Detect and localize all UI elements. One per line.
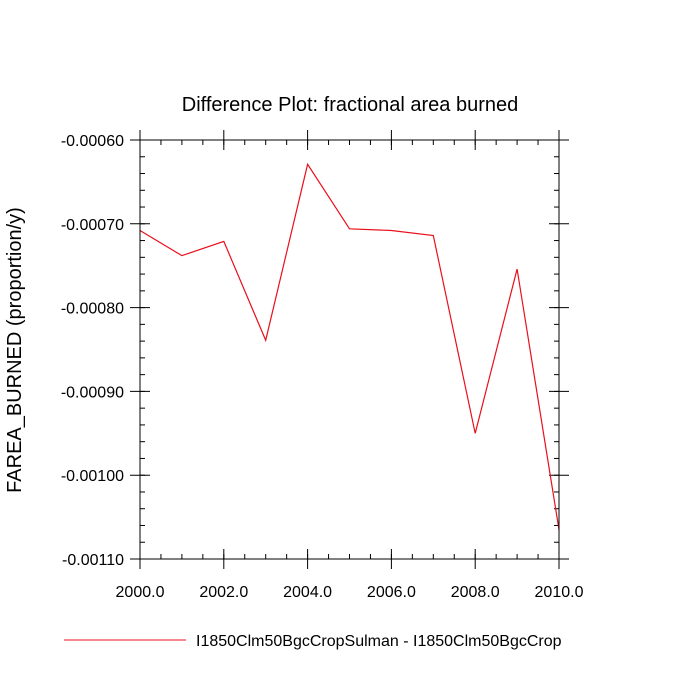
plot-frame [139,139,560,560]
x-tick-label: 2000.0 [116,584,165,601]
legend-label: I1850Clm50BgcCropSulman - I1850Clm50BgcC… [196,633,562,650]
y-tick-label: -0.00090 [61,384,124,401]
tick-labels: 2000.0 2002.0 2004.0 2006.0 2008.0 2010.0 -0.0… [61,133,584,601]
y-axis-label: FAREA_BURNED (proportion/y) [4,207,26,493]
y-tick-label: -0.00060 [61,133,124,150]
major-ticks [130,130,569,569]
y-tick-label: -0.00080 [61,301,124,318]
chart-title: Difference Plot: fractional area burned [182,94,519,116]
series-layer [139,162,560,530]
x-tick-label: 2002.0 [199,584,248,601]
x-tick-label: 2006.0 [367,584,416,601]
y-tick-label: -0.00070 [61,217,124,234]
series-line [139,162,560,530]
legend: I1850Clm50BgcCropSulman - I1850Clm50BgcC… [64,633,562,650]
x-tick-label: 2004.0 [283,584,332,601]
x-tick-label: 2008.0 [451,584,500,601]
y-tick-label: -0.00110 [62,552,124,569]
y-tick-label: -0.00100 [61,468,124,485]
x-tick-label: 2010.0 [535,584,584,601]
